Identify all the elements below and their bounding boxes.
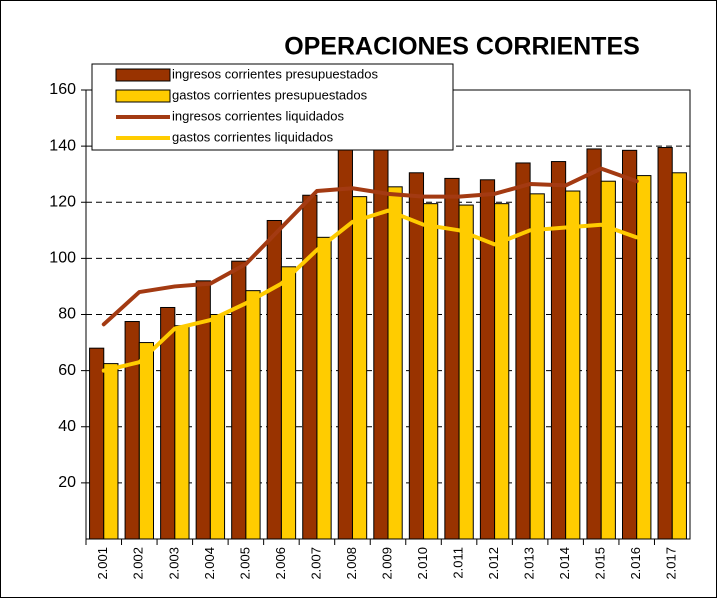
- bar: [337, 145, 353, 540]
- legend-label: ingresos corrientes presupuestados: [172, 66, 378, 81]
- chart-title: OPERACIONES CORRIENTES: [284, 33, 640, 61]
- bar: [302, 194, 318, 540]
- bar: [565, 190, 581, 540]
- x-tick-label: 2.009: [379, 547, 394, 580]
- bar: [423, 203, 439, 540]
- legend-label: gastos corrientes presupuestados: [172, 87, 368, 102]
- bar: [657, 147, 673, 540]
- bar: [89, 347, 105, 540]
- x-tick-label: 2.013: [522, 547, 537, 580]
- bar: [600, 180, 616, 540]
- bar: [550, 161, 567, 540]
- bar: [515, 162, 531, 540]
- legend-swatch: [115, 89, 171, 103]
- x-tick-label: 2.003: [166, 547, 181, 580]
- y-tick-label: 40: [58, 418, 76, 435]
- bar: [408, 172, 425, 540]
- bar: [621, 149, 638, 540]
- y-tick-label: 80: [58, 306, 76, 323]
- bar: [174, 325, 190, 540]
- x-tick-label: 2.005: [237, 547, 252, 580]
- bar: [245, 290, 261, 540]
- bar: [586, 148, 602, 540]
- bar: [280, 266, 297, 540]
- bar: [479, 179, 496, 540]
- x-tick-label: 2.011: [450, 547, 465, 579]
- x-tick-label: 2.007: [308, 547, 323, 580]
- bar: [209, 314, 226, 540]
- legend-swatch: [115, 68, 171, 82]
- bar: [387, 186, 403, 540]
- x-tick-label: 2.008: [344, 547, 359, 580]
- line: [101, 166, 639, 327]
- x-tick-label: 2.016: [628, 547, 643, 580]
- bar: [103, 363, 119, 540]
- y-tick-label: 60: [58, 362, 76, 379]
- bar: [444, 177, 460, 540]
- y-tick-label: 160: [49, 81, 76, 98]
- bar: [636, 175, 652, 540]
- y-tick-label: 100: [49, 250, 76, 267]
- bar: [266, 219, 282, 540]
- x-tick-label: 2.014: [557, 547, 572, 580]
- bar: [529, 193, 545, 540]
- bar: [138, 342, 155, 540]
- x-tick-label: 2.017: [664, 547, 679, 580]
- legend-label: ingresos corrientes liquidados: [172, 108, 344, 123]
- bar: [671, 172, 687, 540]
- x-tick-label: 2.006: [273, 547, 288, 580]
- bar: [124, 321, 140, 540]
- y-tick-label: 20: [58, 474, 76, 491]
- y-tick-label: 140: [49, 137, 76, 154]
- bar: [494, 203, 510, 540]
- x-tick-label: 2.012: [486, 547, 501, 580]
- legend-label: gastos corrientes liquidados: [172, 129, 334, 144]
- x-tick-label: 2.001: [95, 547, 110, 580]
- x-tick-label: 2.002: [131, 547, 146, 580]
- bar: [458, 204, 474, 540]
- x-tick-label: 2.015: [593, 547, 608, 580]
- bar: [373, 145, 389, 540]
- line: [101, 208, 639, 373]
- bar: [316, 236, 332, 540]
- x-tick-label: 2.010: [415, 547, 430, 580]
- y-tick-label: 120: [49, 193, 76, 210]
- x-tick-label: 2.004: [202, 547, 217, 580]
- bar: [351, 196, 368, 540]
